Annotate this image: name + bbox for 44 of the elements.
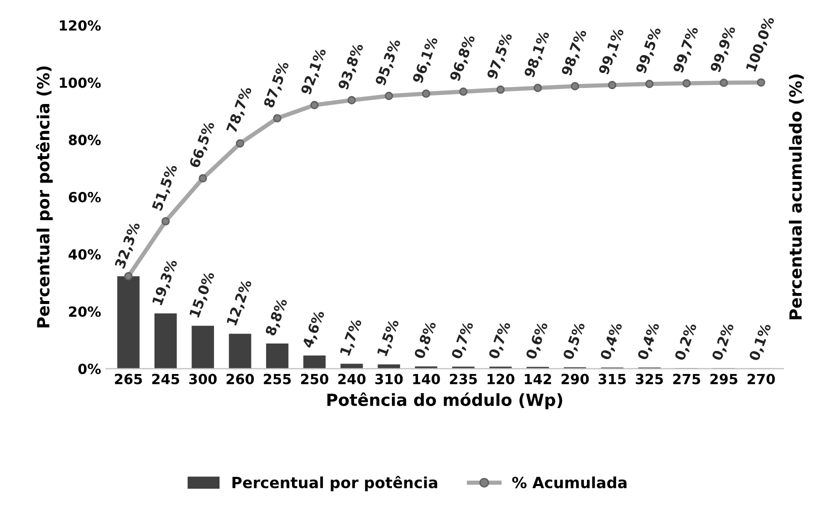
data-label: 0,1% xyxy=(748,322,773,362)
y-tick-label: 80% xyxy=(68,134,101,146)
x-axis-title: Potência do módulo (Wp) xyxy=(327,392,562,410)
x-tick-label: 295 xyxy=(710,374,738,384)
x-tick-label: 245 xyxy=(152,374,180,384)
x-tick-label: 325 xyxy=(636,374,663,384)
data-label: 0,7% xyxy=(488,320,512,360)
data-label: 1,7% xyxy=(340,318,364,356)
x-tick-label: 300 xyxy=(189,374,217,384)
y-tick-label: 0% xyxy=(78,364,101,374)
data-label: 0,2% xyxy=(711,322,736,362)
data-label: 0,7% xyxy=(450,320,476,360)
y-tick-label: 60% xyxy=(68,192,101,202)
x-tick-label: 275 xyxy=(673,374,700,384)
legend-label: % Acumulada xyxy=(512,476,626,488)
data-label: 1,5% xyxy=(376,318,401,358)
data-label: 0,2% xyxy=(674,322,698,362)
data-label: 0,4% xyxy=(636,322,662,362)
x-tick-label: 270 xyxy=(748,374,775,384)
y-tick-label: 40% xyxy=(68,249,101,260)
y-tick-label: 120% xyxy=(60,20,101,31)
x-tick-label: 255 xyxy=(264,374,291,384)
x-tick-label: 240 xyxy=(338,374,366,384)
x-tick-label: 310 xyxy=(375,374,403,384)
data-label: 0,6% xyxy=(525,321,550,360)
x-tick-label: 142 xyxy=(524,374,552,384)
x-tick-label: 260 xyxy=(226,374,254,384)
x-tick-label: 265 xyxy=(115,374,142,384)
y-axis-title: Percentual por potência (%) xyxy=(36,66,53,328)
y2-axis-title: Percentual acumulado (%) xyxy=(788,74,804,320)
data-label: 8,8% xyxy=(264,298,290,337)
y-tick-label: 20% xyxy=(69,306,101,317)
data-label: 0,8% xyxy=(414,320,438,360)
x-tick-label: 290 xyxy=(562,374,589,384)
x-tick-label: 140 xyxy=(413,374,440,384)
data-label: 0,4% xyxy=(600,322,624,362)
x-tick-label: 120 xyxy=(488,374,514,384)
y-tick-label: 100% xyxy=(60,77,101,88)
legend-label: Percentual por potência xyxy=(232,476,438,492)
x-tick-label: 315 xyxy=(598,374,626,384)
data-label: 4,6% xyxy=(302,310,326,350)
data-label: 0,5% xyxy=(562,321,587,361)
x-tick-label: 235 xyxy=(450,374,477,384)
x-tick-label: 250 xyxy=(301,374,328,384)
